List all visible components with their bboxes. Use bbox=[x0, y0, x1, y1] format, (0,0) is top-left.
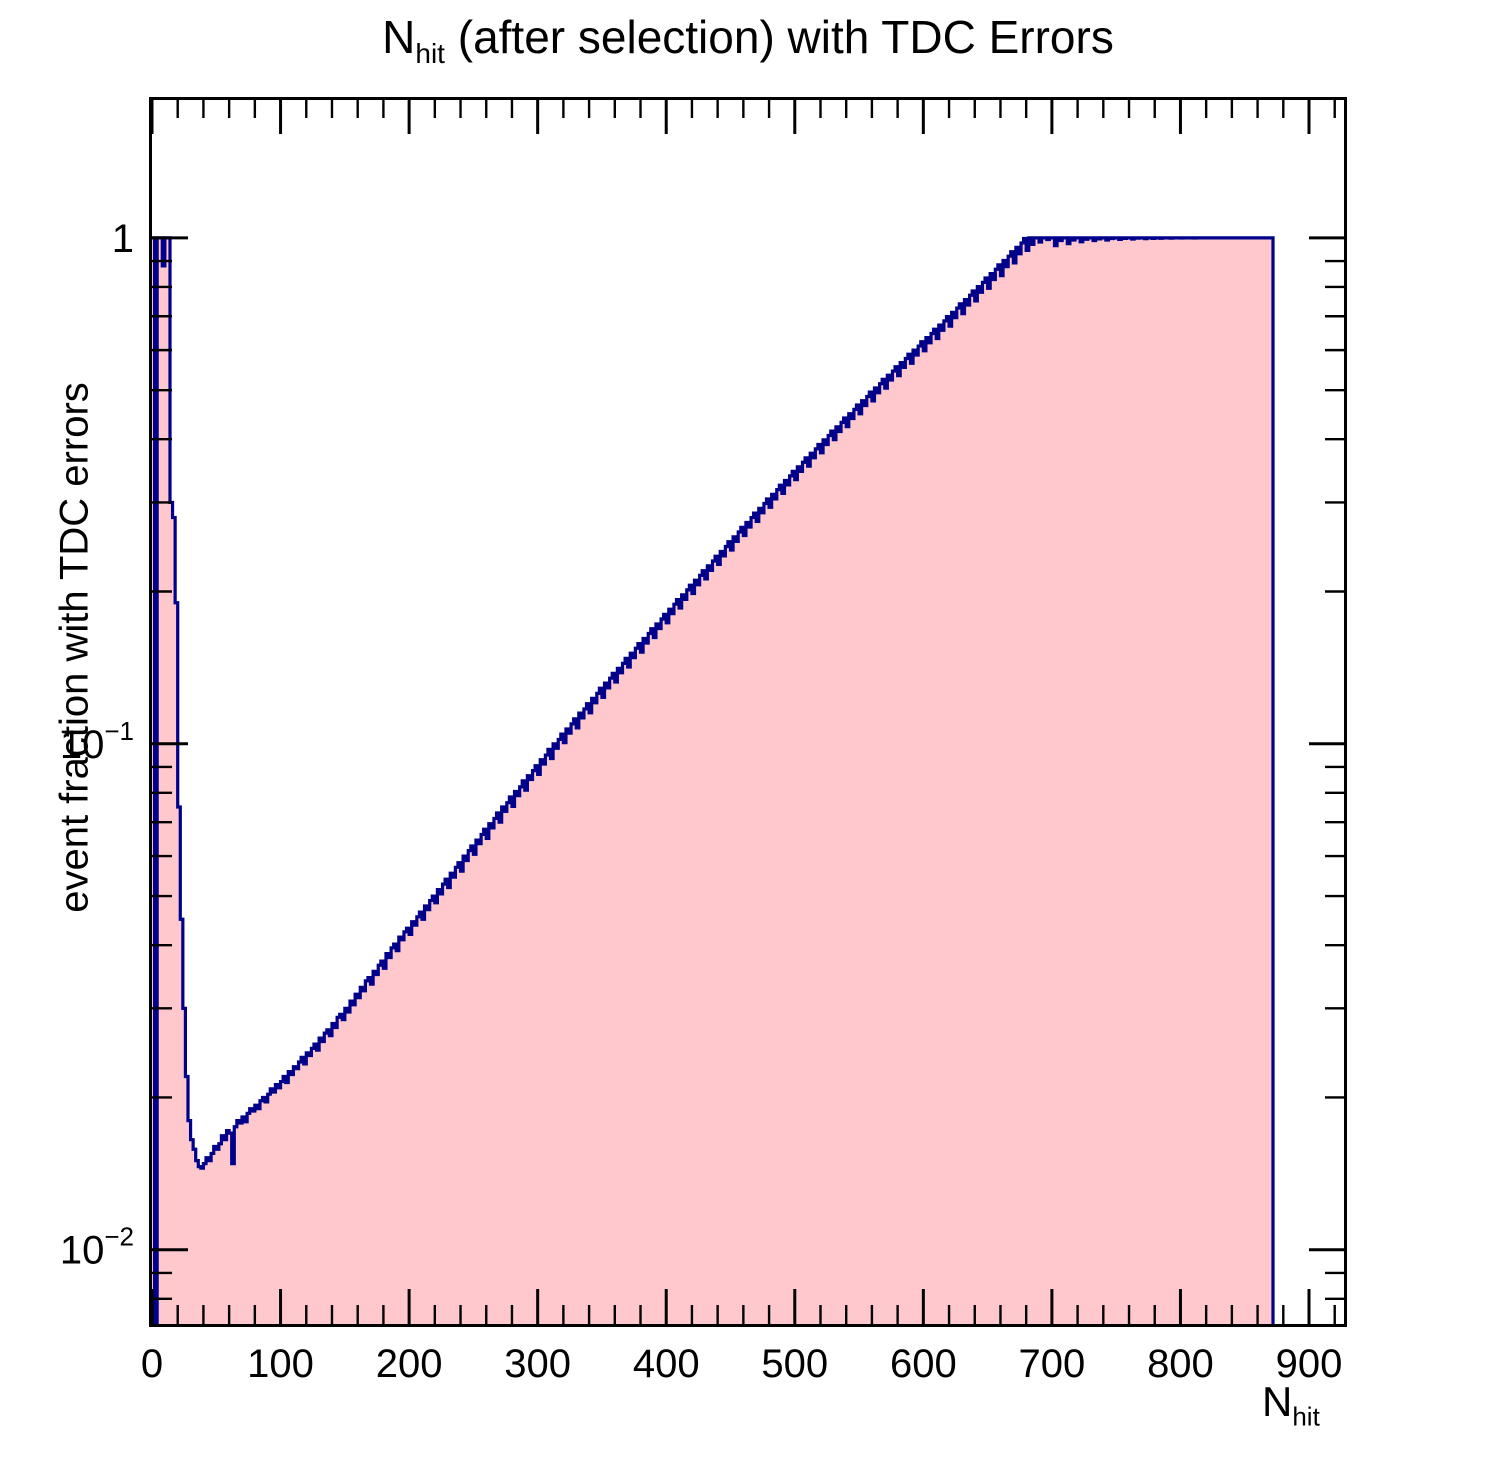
x-axis-ticks bbox=[150, 98, 1336, 1325]
x-tick-label: 300 bbox=[504, 1342, 571, 1386]
histogram-outline bbox=[152, 236, 1275, 1325]
x-axis-tick-labels: 0 100 200 300 400 500 600 700 800 900 bbox=[141, 1342, 1343, 1386]
histogram-fill bbox=[152, 237, 1274, 1325]
x-tick-label: 200 bbox=[376, 1342, 443, 1386]
x-tick-label: 0 bbox=[141, 1342, 163, 1386]
chart-title-subscript: hit bbox=[415, 38, 445, 70]
y-tick-label: 10−1 bbox=[60, 716, 134, 767]
y-axis-tick-labels: 1 10−1 10−2 bbox=[60, 217, 134, 1273]
x-tick-label: 400 bbox=[633, 1342, 700, 1386]
y-tick-label: 10−2 bbox=[60, 1222, 134, 1273]
chart-title-main-pre: N bbox=[382, 11, 416, 63]
x-axis-title-subscript: hit bbox=[1292, 1401, 1320, 1432]
chart-title-main-post: (after selection) with TDC Errors bbox=[444, 11, 1114, 63]
x-tick-label: 100 bbox=[247, 1342, 314, 1386]
y-axis-ticks bbox=[152, 236, 1345, 1300]
x-tick-label: 900 bbox=[1276, 1342, 1343, 1386]
axes: 1 10−1 10−2 0 100 200 300 400 500 600 700 800 900 bbox=[60, 97, 1347, 1386]
plot-frame bbox=[149, 97, 1347, 1327]
x-tick-label: 600 bbox=[890, 1342, 957, 1386]
chart-title: Nhit (after selection) with TDC Errors bbox=[0, 10, 1496, 70]
histogram-series bbox=[152, 236, 1275, 1325]
y-tick-label: 1 bbox=[112, 217, 134, 261]
x-axis-title-main: N bbox=[1262, 1378, 1293, 1425]
x-tick-label: 500 bbox=[761, 1342, 828, 1386]
x-axis-title: Nhit bbox=[1262, 1378, 1320, 1432]
x-tick-label: 700 bbox=[1019, 1342, 1086, 1386]
x-tick-label: 800 bbox=[1147, 1342, 1214, 1386]
